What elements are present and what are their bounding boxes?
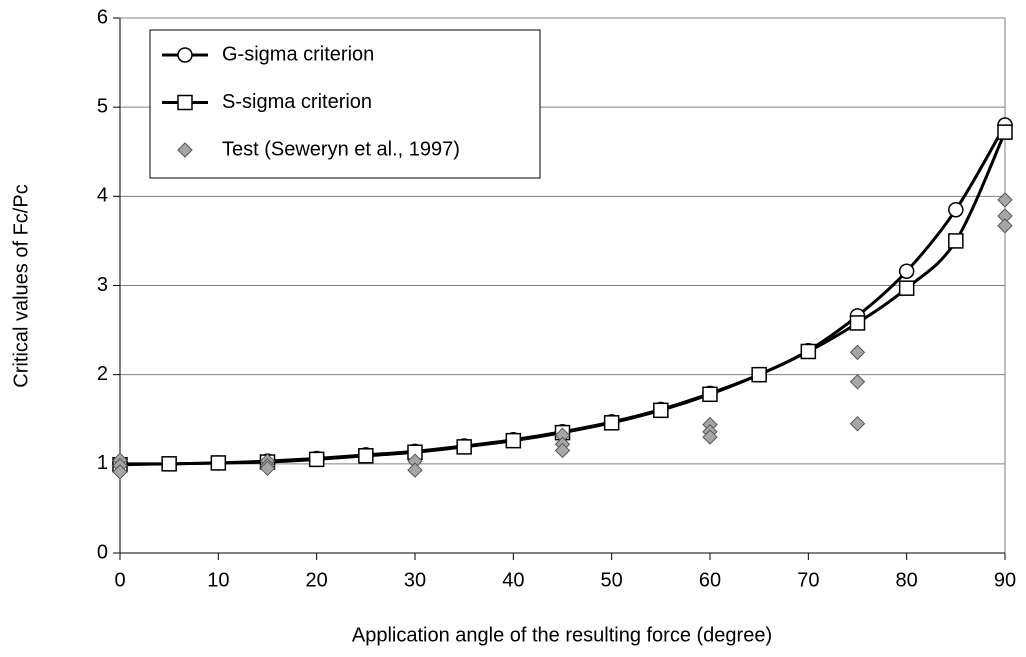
marker [358, 448, 374, 464]
x-tick-label: 30 [404, 569, 426, 591]
marker [308, 451, 325, 468]
series-line [119, 131, 1007, 467]
legend-marker [177, 94, 193, 111]
marker [997, 218, 1013, 234]
marker [800, 343, 817, 360]
marker [702, 429, 718, 445]
marker [702, 386, 718, 403]
marker [653, 402, 669, 419]
marker [849, 344, 866, 361]
x-tick-label: 40 [502, 569, 524, 591]
marker [554, 442, 571, 459]
y-tick-label: 1 [97, 452, 108, 474]
legend-box [149, 29, 541, 179]
marker [849, 315, 866, 331]
x-tick-label: 90 [994, 569, 1016, 591]
legend-marker [177, 142, 193, 158]
marker [161, 456, 177, 472]
x-tick-label: 80 [896, 569, 918, 591]
x-axis-label: Application angle of the resulting force… [352, 624, 772, 646]
y-tick-label: 5 [97, 95, 108, 117]
y-axis-label: Critical values of Fc/Pc [10, 184, 32, 387]
legend-label: S-sigma criterion [222, 91, 372, 113]
marker [849, 374, 866, 390]
marker [456, 439, 472, 455]
y-tick-label: 4 [97, 185, 108, 207]
marker [849, 416, 866, 432]
y-tick-label: 3 [97, 274, 108, 296]
marker [997, 192, 1013, 208]
x-tick-label: 20 [306, 569, 328, 591]
marker [603, 415, 620, 431]
marker [997, 124, 1013, 140]
marker [259, 460, 276, 476]
marker [112, 464, 128, 480]
legend-label: Test (Seweryn et al., 1997) [222, 138, 460, 160]
marker [948, 201, 964, 218]
x-tick-label: 60 [699, 569, 721, 591]
marker [948, 233, 964, 249]
marker [210, 455, 227, 471]
x-tick-label: 0 [114, 569, 125, 591]
marker [751, 366, 767, 383]
marker [898, 280, 915, 296]
marker [407, 462, 423, 478]
y-tick-label: 2 [97, 363, 108, 385]
marker [898, 263, 915, 279]
x-tick-label: 70 [797, 569, 819, 591]
legend-label: G-sigma criterion [222, 43, 374, 65]
marker [505, 432, 522, 449]
y-tick-label: 0 [97, 541, 108, 563]
x-tick-label: 50 [601, 569, 623, 591]
legend-marker [177, 47, 193, 63]
y-tick-label: 6 [97, 6, 108, 28]
x-tick-label: 10 [207, 569, 229, 591]
